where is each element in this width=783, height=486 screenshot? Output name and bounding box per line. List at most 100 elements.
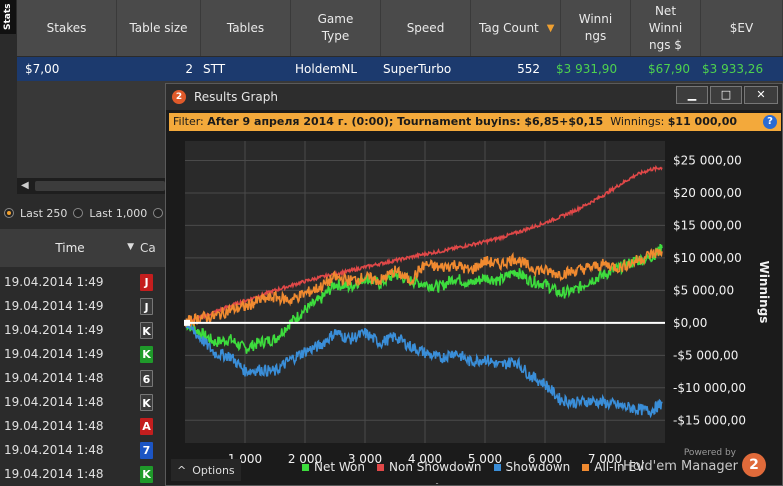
filter-bar[interactable]: Filter: After 9 апреля 2014 г. (0:00); T… [169, 113, 781, 131]
minimize-button[interactable]: ▁ [676, 86, 708, 104]
legend-label: Non Showdown [389, 460, 482, 474]
cell-ev: $3 933,26 [702, 62, 764, 76]
column-winnings[interactable]: Winni ngs [561, 0, 631, 56]
hole-card: K [140, 393, 153, 411]
legend-swatch [302, 463, 309, 471]
legend-swatch [377, 463, 384, 471]
hole-card: A [140, 417, 153, 435]
column-ev[interactable]: $EV [701, 0, 783, 56]
legend-item-net-won[interactable]: Net Won [302, 460, 365, 474]
hand-row[interactable]: 19.04.2014 1:49 K [0, 318, 170, 342]
legend-swatch [493, 463, 501, 471]
y-tick-label: $20 000,00 [673, 186, 742, 200]
cell-winnings: $3 931,90 [556, 62, 618, 76]
y-tick-label: $25 000,00 [673, 153, 742, 167]
column-time-label: Time [55, 241, 85, 255]
column-tables[interactable]: Tables [201, 0, 291, 56]
filter-winnings-value: $11 000,00 [667, 115, 738, 128]
last-250-label[interactable]: Last 250 [20, 206, 68, 220]
hand-time: 19.04.2014 1:48 [4, 467, 104, 481]
column-net-winnings[interactable]: Net Winni ngs $ [631, 0, 701, 56]
horizontal-scrollbar[interactable]: ◀ [17, 178, 167, 194]
hole-card: 7 [140, 441, 153, 459]
maximize-button[interactable]: □ [710, 86, 742, 104]
close-button[interactable]: ✕ [744, 86, 778, 104]
hand-row[interactable]: 19.04.2014 1:48 K [0, 390, 170, 414]
scroll-thumb[interactable] [35, 181, 165, 191]
cell-table-size: 2 [185, 62, 193, 76]
window-controls: ▁ □ ✕ [676, 86, 778, 104]
x-tick-label: 3 000 [348, 452, 382, 466]
options-caret-icon: ^ [177, 463, 187, 477]
column-tables-label: Tables [226, 20, 265, 35]
series-line-all-in-ev [184, 247, 663, 327]
hm-logo-icon: 2 [172, 90, 186, 104]
y-tick-label: -$15 000,00 [673, 413, 746, 427]
results-chart: 1 000 2 000 3 000 4 000 5 000 6 000 7 000$25 0… [184, 141, 771, 484]
cell-tables: STT [203, 62, 226, 76]
legend-item-non-showdown[interactable]: Non Showdown [377, 460, 482, 474]
stats-table-row[interactable]: $7,00 2 STT HoldemNL SuperTurbo 552 $3 9… [17, 57, 783, 81]
hole-card: K [140, 345, 153, 363]
last-250-radio[interactable] [4, 208, 14, 218]
y-tick-label: -$10 000,00 [673, 381, 746, 395]
hand-time: 19.04.2014 1:48 [4, 395, 104, 409]
powered-by-text: Powered by [683, 448, 736, 458]
stats-tab[interactable]: Stats [0, 0, 16, 34]
column-winnings-label: Winni ngs [578, 12, 613, 43]
hand-time: 19.04.2014 1:49 [4, 299, 104, 313]
hole-card: J [140, 273, 153, 291]
last-1000-label[interactable]: Last 1,000 [89, 206, 148, 220]
column-stakes[interactable]: Stakes [17, 0, 117, 56]
sort-down-icon[interactable]: ▼ [127, 242, 134, 252]
hand-time: 19.04.2014 1:49 [4, 347, 104, 361]
hand-row[interactable]: 19.04.2014 1:49 J [0, 294, 170, 318]
x-tick-label: 7 000 [588, 452, 622, 466]
hand-row[interactable]: 19.04.2014 1:49 K [0, 342, 170, 366]
hole-card: K [140, 321, 153, 339]
cell-stakes: $7,00 [25, 62, 60, 76]
hand-row[interactable]: 19.04.2014 1:49 J [0, 270, 170, 294]
last-1000-radio[interactable] [73, 208, 84, 218]
hand-time: 19.04.2014 1:48 [4, 443, 104, 457]
more-radio[interactable] [153, 208, 164, 218]
column-game-type[interactable]: Game Type [291, 0, 381, 56]
hand-row[interactable]: 19.04.2014 1:48 A [0, 414, 170, 438]
hand-row[interactable]: 19.04.2014 1:48 6 [0, 366, 170, 390]
hand-time: 19.04.2014 1:48 [4, 371, 104, 385]
column-table-size[interactable]: Table size [117, 0, 201, 56]
hand-time: 19.04.2014 1:48 [4, 419, 104, 433]
column-tag-count-label: Tag Count [479, 20, 539, 35]
cell-tag-count: 552 [517, 62, 540, 76]
column-net-winnings-label: Net Winni ngs $ [648, 3, 683, 52]
legend-label: All-In EV [594, 460, 645, 474]
column-table-size-label: Table size [129, 20, 188, 35]
origin-marker [184, 319, 190, 326]
column-tag-count[interactable]: Tag Count ▼ [471, 0, 561, 56]
hand-row[interactable]: 19.04.2014 1:48 7 [0, 438, 170, 462]
x-axis-title: Hands [404, 482, 446, 484]
scroll-left-icon[interactable]: ◀ [21, 180, 29, 191]
column-cards[interactable]: Ca [140, 241, 156, 255]
series-line-non-showdown [184, 164, 663, 326]
column-speed[interactable]: Speed [381, 0, 471, 56]
series-line-net-won [184, 244, 663, 354]
hands-table-header: Time ▼ Ca [0, 229, 170, 267]
sort-down-icon[interactable]: ▼ [546, 22, 555, 34]
x-tick-label: 2 000 [288, 452, 322, 466]
chart-legend: Net Won Non Showdown Showdown All-In EV [302, 460, 644, 474]
options-button[interactable]: ^ Options [171, 459, 241, 481]
legend-label: Showdown [505, 460, 571, 474]
brand-logo-icon: 2 [742, 453, 766, 477]
hand-row[interactable]: 19.04.2014 1:48 K [0, 462, 170, 486]
column-game-type-label: Game Type [317, 12, 354, 43]
hole-card: J [140, 297, 153, 315]
series-line-showdown [184, 319, 663, 419]
legend-item-all-in-ev[interactable]: All-In EV [582, 460, 644, 474]
help-icon[interactable]: ? [763, 115, 777, 129]
legend-item-showdown[interactable]: Showdown [493, 460, 571, 474]
column-time[interactable]: Time ▼ [0, 241, 140, 255]
window-titlebar[interactable]: 2 Results Graph ▁ □ ✕ [166, 84, 782, 110]
legend-label: Net Won [314, 460, 365, 474]
